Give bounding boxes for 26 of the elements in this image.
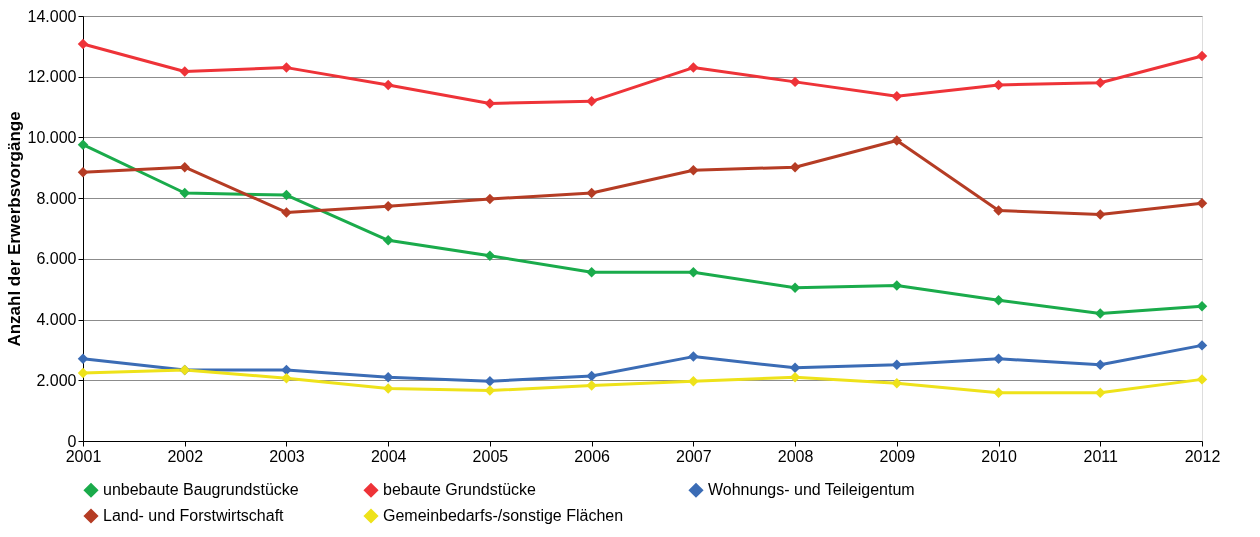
x-tick-label: 2012: [1184, 447, 1221, 465]
legend-label: Wohnungs- und Teileigentum: [708, 481, 915, 499]
legend-label: Gemeinbedarfs-/sonstige Flächen: [383, 507, 624, 524]
x-tick-label: 2009: [879, 447, 916, 465]
x-tick-label: 2010: [981, 447, 1017, 465]
y-tick-label: 10.000: [27, 128, 77, 146]
x-tick-label: 2002: [167, 447, 204, 465]
y-tick-label: 8.000: [36, 189, 77, 207]
y-tick-label: 2.000: [36, 371, 77, 389]
x-tick-label: 2006: [574, 447, 611, 465]
legend-label: unbebaute Baugrundstücke: [103, 481, 299, 499]
x-tick-label: 2005: [472, 447, 509, 465]
legend-label: Land- und Forstwirtschaft: [103, 507, 285, 524]
x-tick-label: 2004: [370, 447, 407, 465]
x-tick-label: 2001: [65, 447, 102, 465]
x-tick-label: 2007: [676, 447, 712, 465]
legend-label: bebaute Grundstücke: [383, 481, 537, 499]
y-tick-label: 6.000: [36, 250, 77, 268]
x-tick-label: 2008: [777, 447, 814, 465]
y-tick-label: 12.000: [27, 68, 77, 86]
y-tick-label: 4.000: [36, 311, 77, 329]
x-tick-label: 2003: [269, 447, 305, 465]
y-tick-label: 0: [67, 432, 77, 450]
x-tick-label: 2011: [1083, 447, 1119, 465]
y-tick-label: 14.000: [27, 7, 77, 25]
y-axis-title: Anzahl der Erwerbsvorgänge: [4, 111, 24, 347]
